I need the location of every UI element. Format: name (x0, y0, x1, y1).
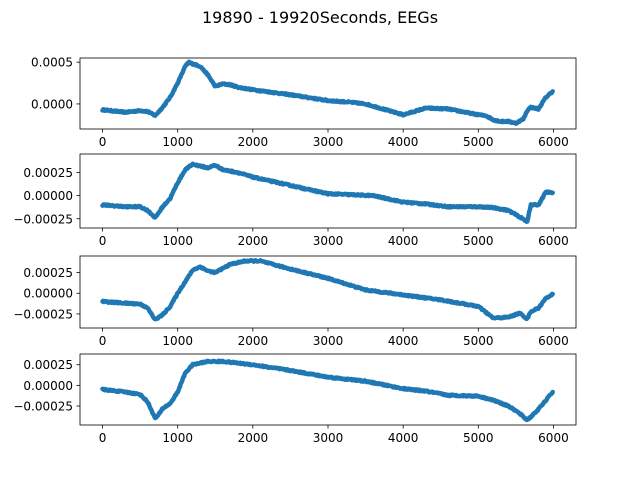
x-tick-label-2-6: 6000 (538, 234, 569, 248)
x-tick-label-1-6: 6000 (538, 135, 569, 149)
subplot-2: 0 1000 2000 3000 4000 5000 6000 −0.00025 0.00000… (13, 153, 577, 248)
x-tick-label-2-0: 0 (99, 234, 107, 248)
y-tick-label-1-0: 0.0000 (31, 97, 73, 111)
x-tick-label-1-4: 4000 (388, 135, 419, 149)
figure-title: 19890 - 19920Seconds, EEGs (202, 8, 438, 27)
x-tick-label-3-2: 2000 (238, 334, 269, 348)
x-tick-label-3-6: 6000 (538, 334, 569, 348)
eeg-trace-2 (100, 161, 555, 224)
y-tick-label-2-1: 0.00000 (23, 189, 73, 203)
x-tick-label-4-0: 0 (99, 431, 107, 445)
y-tick-label-4-0: −0.00025 (13, 400, 73, 414)
x-tick-label-3-3: 3000 (313, 334, 344, 348)
subplots: 0 1000 2000 3000 4000 5000 6000 0.0000 0.0005 0 10… (13, 56, 577, 445)
eeg-trace-3 (100, 258, 555, 322)
y-tick-label-3-1: 0.00000 (23, 287, 73, 301)
x-tick-label-2-2: 2000 (238, 234, 269, 248)
subplot-1: 0 1000 2000 3000 4000 5000 6000 0.0000 0.0005 (31, 56, 577, 149)
x-tick-label-1-0: 0 (99, 135, 107, 149)
x-tick-label-3-5: 5000 (463, 334, 494, 348)
eeg-trace-4 (100, 358, 555, 423)
x-tick-label-2-5: 5000 (463, 234, 494, 248)
y-tick-label-2-0: −0.00025 (13, 212, 73, 226)
x-tick-label-2-4: 4000 (388, 234, 419, 248)
y-tick-label-4-2: 0.00025 (23, 358, 73, 372)
x-tick-label-3-4: 4000 (388, 334, 419, 348)
subplot-3: 0 1000 2000 3000 4000 5000 6000 −0.00025 0.00000… (13, 255, 577, 348)
y-tick-label-3-0: −0.00025 (13, 307, 73, 321)
y-tick-label-3-2: 0.00025 (23, 266, 73, 280)
x-tick-label-4-4: 4000 (388, 431, 419, 445)
x-tick-label-2-3: 3000 (313, 234, 344, 248)
x-tick-label-4-6: 6000 (538, 431, 569, 445)
x-tick-label-1-2: 2000 (238, 135, 269, 149)
x-tick-label-3-1: 1000 (162, 334, 193, 348)
x-tick-label-1-1: 1000 (162, 135, 193, 149)
x-tick-label-2-1: 1000 (162, 234, 193, 248)
x-tick-label-1-3: 3000 (313, 135, 344, 149)
y-tick-label-4-1: 0.00000 (23, 379, 73, 393)
x-tick-label-1-5: 5000 (463, 135, 494, 149)
subplot-4: 0 1000 2000 3000 4000 5000 6000 −0.00025 0.00000… (13, 353, 577, 445)
x-tick-label-4-5: 5000 (463, 431, 494, 445)
x-tick-label-3-0: 0 (99, 334, 107, 348)
y-tick-label-2-2: 0.00025 (23, 166, 73, 180)
eeg-trace-1 (100, 59, 555, 126)
x-tick-label-4-2: 2000 (238, 431, 269, 445)
x-tick-label-4-1: 1000 (162, 431, 193, 445)
y-tick-label-1-1: 0.0005 (31, 56, 73, 70)
x-tick-label-4-3: 3000 (313, 431, 344, 445)
